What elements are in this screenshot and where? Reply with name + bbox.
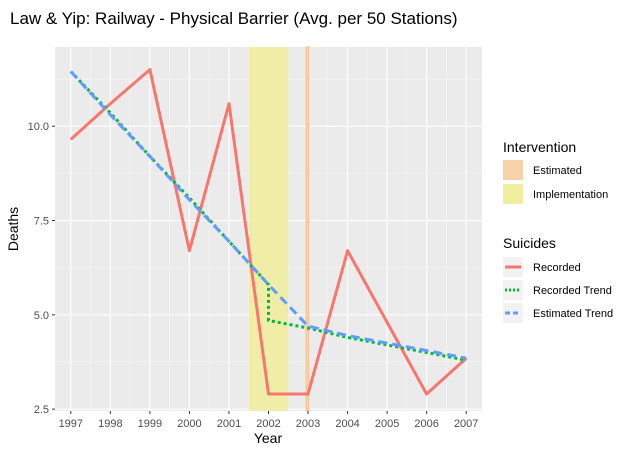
legend-label-implementation: Implementation (533, 189, 608, 201)
x-tick-label: 2000 (177, 418, 201, 430)
legend-label-recorded-trend: Recorded Trend (533, 285, 612, 297)
intervention-bands (248, 46, 310, 412)
x-tick-label: 1997 (59, 418, 83, 430)
y-axis: 2.5 5.0 7.5 10.0 (28, 121, 55, 416)
legend-intervention-title: Intervention (503, 139, 576, 155)
legend-label-estimated: Estimated (533, 165, 582, 177)
x-tick-label: 2004 (335, 418, 359, 430)
y-tick-label: 5.0 (34, 310, 49, 322)
legend-suicides-title: Suicides (503, 235, 556, 251)
x-tick-label: 2007 (454, 418, 478, 430)
x-tick-label: 2006 (414, 418, 438, 430)
legend-key-implementation (503, 184, 523, 204)
x-tick-label: 1998 (98, 418, 122, 430)
legend-label-estimated-trend: Estimated Trend (533, 308, 613, 320)
band-estimated (305, 46, 310, 412)
x-axis: 1997 1998 1999 2000 2001 2002 2003 2004 2005 2006… (59, 411, 478, 430)
legend-label-recorded: Recorded (533, 262, 581, 274)
series-line-estimated-trend (69, 70, 467, 360)
x-tick-label: 2002 (256, 418, 280, 430)
series-lines (69, 68, 468, 396)
legend-key-estimated (503, 160, 523, 180)
x-tick-label: 2001 (217, 418, 241, 430)
x-axis-title: Year (254, 430, 283, 446)
y-tick-label: 7.5 (34, 216, 49, 228)
y-tick-label: 10.0 (28, 121, 49, 133)
legend-intervention: Intervention Estimated Implementation (503, 139, 608, 204)
x-tick-label: 2003 (296, 418, 320, 430)
chart-title: Law & Yip: Railway - Physical Barrier (A… (10, 9, 458, 28)
y-axis-title: Deaths (5, 207, 21, 251)
legend-suicides: Suicides Recorded Recorded Trend Estimated… (503, 235, 613, 323)
band-implementation (248, 47, 289, 411)
x-tick-label: 1999 (138, 418, 162, 430)
series-line-recorded-trend (69, 70, 467, 362)
y-tick-label: 2.5 (34, 404, 49, 416)
x-tick-label: 2005 (375, 418, 399, 430)
